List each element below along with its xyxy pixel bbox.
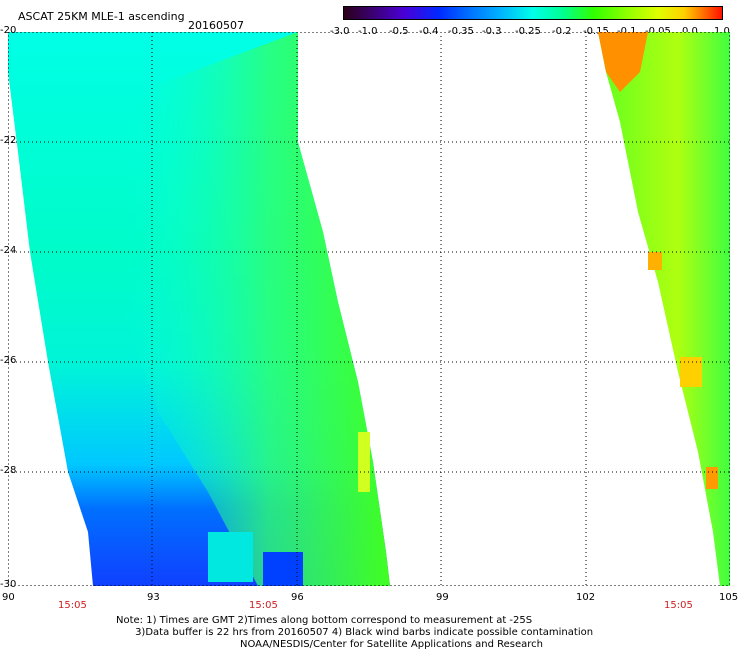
colorbar-label: -1.0 [358,26,378,37]
time-label: 15:05 [58,600,87,611]
y-tick-label: -30 [0,579,17,590]
notes-block: Note: 1) Times are GMT 2)Times along bot… [116,615,593,651]
x-tick-label: 90 [2,592,15,603]
swath-edge-yellow [358,432,370,492]
right-swath-yellow [680,357,702,387]
right-swath-orange [648,252,662,270]
colorbar-label: -0.2 [552,26,572,37]
note-line: NOAA/NESDIS/Center for Satellite Applica… [116,639,544,650]
y-tick-label: -20 [0,25,17,36]
x-tick-label: 102 [576,592,596,603]
plot-border [8,32,730,586]
right-swath [598,32,730,586]
y-tick-label: -28 [0,465,17,476]
left-swath-green [118,32,390,586]
colorbar-label: -0.5 [389,26,409,37]
x-tick-label: 99 [436,592,449,603]
product-date: 20160507 [188,19,244,32]
grid [8,32,730,586]
colorbar-gradient [344,7,722,19]
y-tick-label: -26 [0,355,17,366]
colorbar-label: -0.25 [515,26,541,37]
colorbar-labels: -3.0 -1.0 -0.5 -0.4 -0.35 -0.3 -0.25 -0.… [330,26,735,38]
colorbar-label: -0.15 [583,26,609,37]
x-tick-label: 93 [147,592,160,603]
colorbar-label: -3.0 [330,26,350,37]
time-label: 15:05 [664,600,693,611]
colorbar [343,6,723,20]
swath-patch [208,532,253,582]
colorbar-label: -0.3 [482,26,502,37]
map-plot [8,32,730,586]
colorbar-label: -0.35 [448,26,474,37]
time-label: 15:05 [249,600,278,611]
swath-patch [263,552,303,586]
colorbar-label: 1.0 [714,26,730,37]
colorbar-label: -0.4 [419,26,439,37]
y-tick-label: -22 [0,135,17,146]
product-title: ASCAT 25KM MLE-1 ascending [18,10,185,23]
x-tick-label: 96 [291,592,304,603]
note-line: 3)Data buffer is 22 hrs from 20160507 4)… [116,627,594,638]
colorbar-label: -0.05 [645,26,671,37]
note-line: Note: 1) Times are GMT 2)Times along bot… [116,615,533,626]
right-swath-orange [598,32,648,92]
y-tick-label: -24 [0,245,17,256]
x-tick-label: 105 [719,592,739,603]
right-swath-orange [706,467,718,489]
colorbar-label: -0.1 [617,26,637,37]
colorbar-label: 0.0 [682,26,698,37]
